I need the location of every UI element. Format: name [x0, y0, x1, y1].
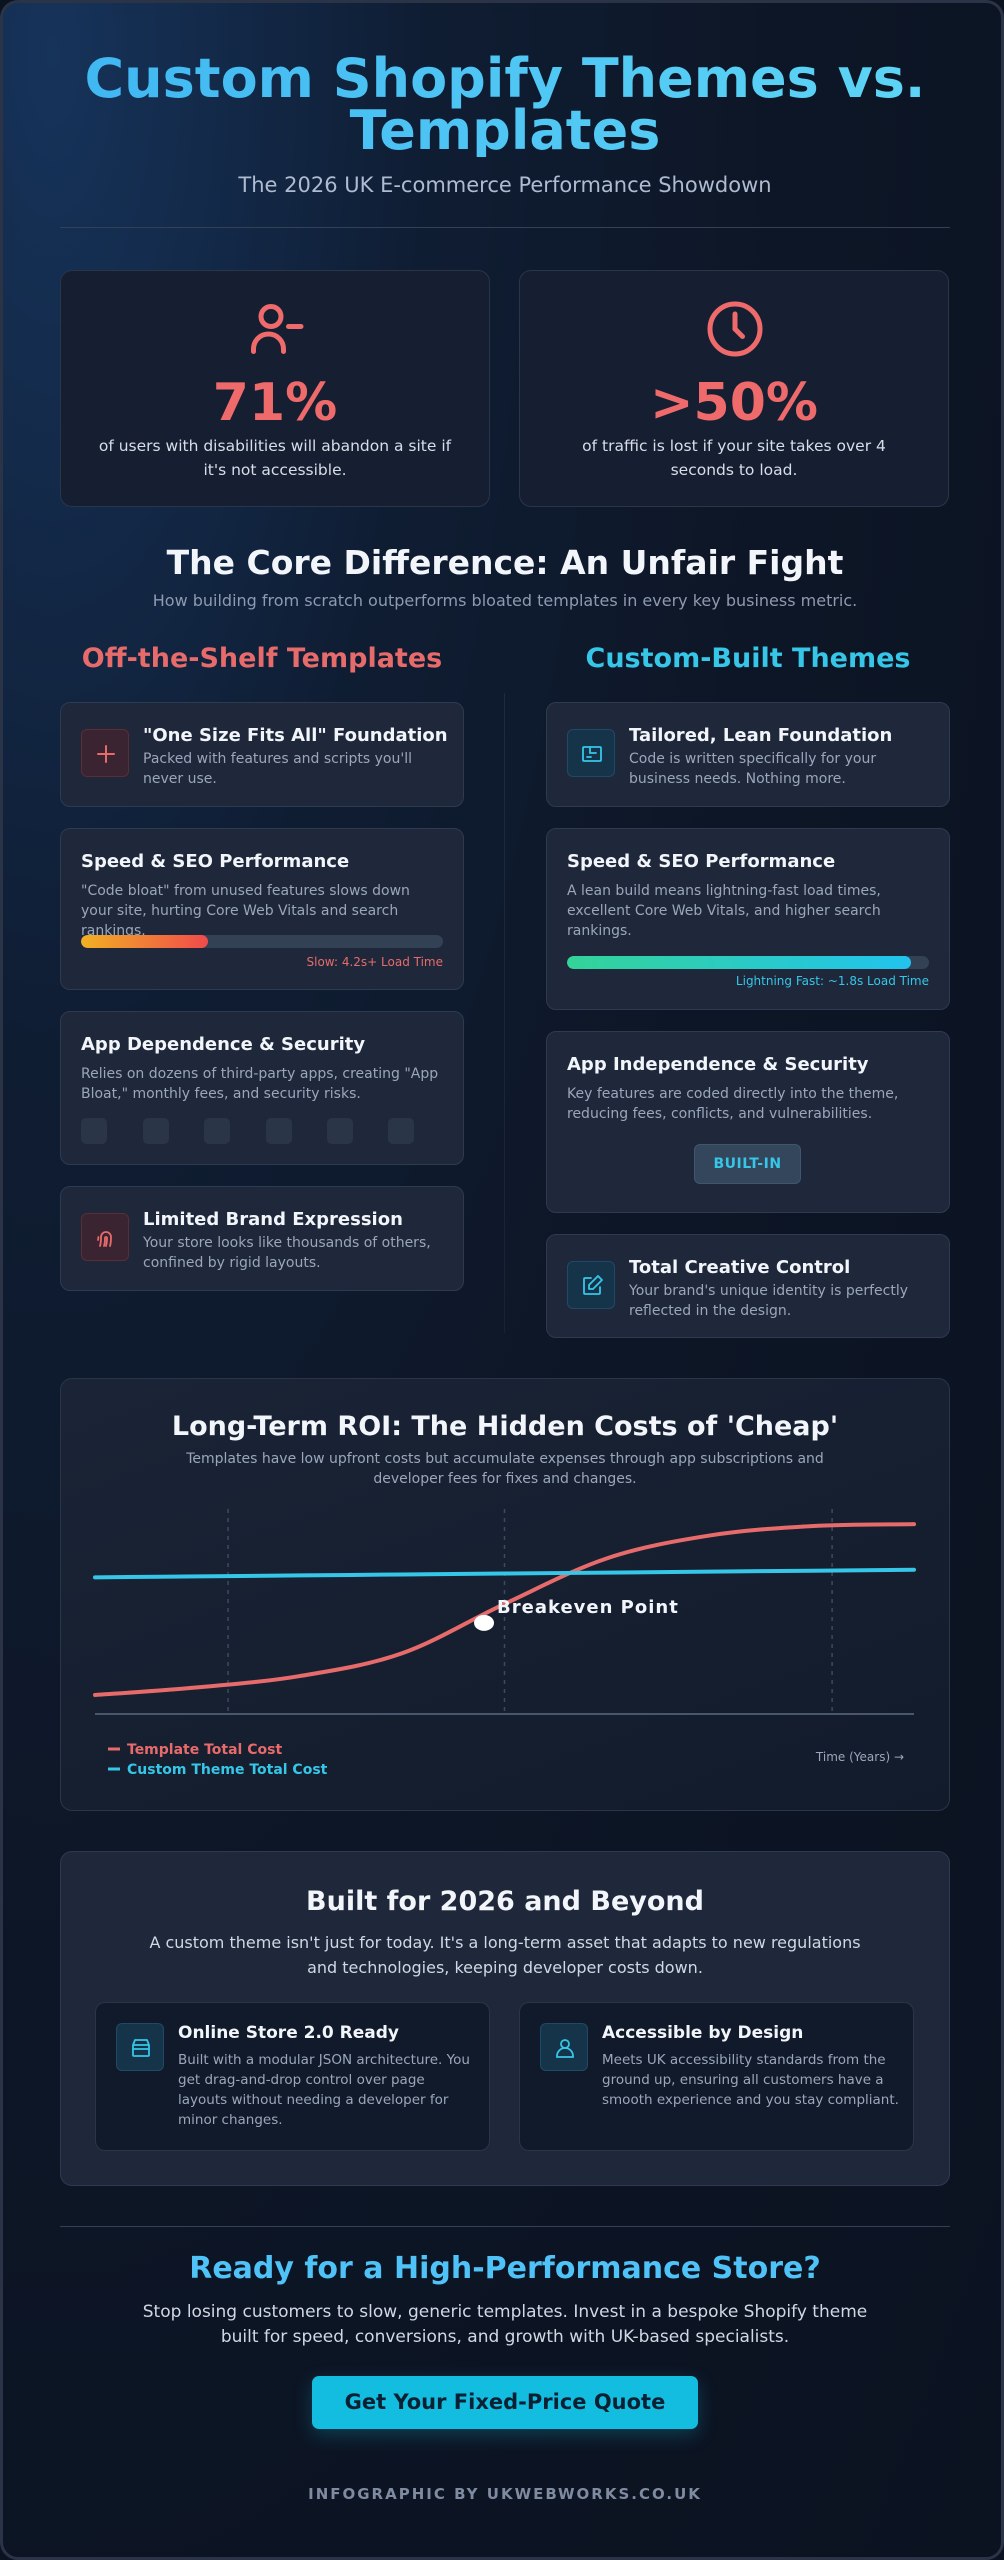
fingerprint-icon	[97, 1231, 112, 1247]
speed-bar-custom	[567, 956, 929, 969]
roi-line-chart: Breakeven Point Template Total Cost Custom…	[93, 1509, 916, 1778]
card-title: Speed & SEO Performance	[567, 851, 836, 872]
app-icon-placeholder	[266, 1118, 292, 1144]
cta-desc: Stop losing customers to slow, generic t…	[142, 2302, 868, 2347]
card-desc: Built with a modular JSON architecture. …	[178, 2052, 470, 2128]
breakeven-point-label: Breakeven Point	[497, 1597, 679, 1618]
speed-bar-template	[81, 935, 443, 948]
stat-card-load-time: >50% of traffic is lost if your site tak…	[519, 270, 949, 507]
divider-bottom	[60, 2226, 950, 2227]
chart-subtitle: Templates have low upfront costs but acc…	[186, 1451, 824, 1487]
foundation-icon-box	[567, 729, 615, 777]
built-in-badge: BUILT-IN	[694, 1144, 801, 1184]
card-desc: Code is written specifically for your bu…	[629, 751, 877, 787]
card-title: Tailored, Lean Foundation	[629, 725, 893, 746]
user-icon	[556, 2039, 574, 2058]
stat-value: 71%	[212, 373, 338, 433]
get-quote-button[interactable]: Get Your Fixed-Price Quote	[312, 2376, 698, 2429]
future-title: Built for 2026 and Beyond	[306, 1886, 704, 1917]
speed-bar-label: Slow: 4.2s+ Load Time	[306, 955, 443, 969]
card-title: Total Creative Control	[629, 1257, 851, 1278]
template-card-apps: App Dependence & Security Relies on doze…	[60, 1011, 464, 1165]
column-heading-custom: Custom-Built Themes	[585, 643, 911, 674]
app-icon-placeholder	[81, 1118, 107, 1144]
card-desc: Your store looks like thousands of other…	[143, 1235, 431, 1271]
legend-label: Template Total Cost	[127, 1742, 282, 1758]
app-icon-placeholder	[143, 1118, 169, 1144]
future-desc: A custom theme isn't just for today. It'…	[149, 1933, 861, 1977]
custom-card-creative: Total Creative Control Your brand's uniq…	[546, 1234, 950, 1338]
speed-bar-fill	[567, 956, 911, 969]
stat-card-accessibility: 71% of users with disabilities will aban…	[60, 270, 490, 507]
roi-chart-panel: Long-Term ROI: The Hidden Costs of 'Chea…	[60, 1378, 950, 1811]
future-panel: Built for 2026 and Beyond A custom theme…	[60, 1851, 950, 2186]
template-cost-line	[93, 1522, 916, 1698]
edit-icon-box	[567, 1261, 615, 1309]
x-axis-label: Time (Years) →	[815, 1750, 904, 1764]
app-icon-placeholder	[327, 1118, 353, 1144]
title-line-1: Custom Shopify Themes vs.	[84, 47, 926, 110]
template-card-speed: Speed & SEO Performance "Code bloat" fro…	[60, 828, 464, 990]
stat-text: of users with disabilities will abandon …	[98, 437, 452, 479]
column-heading-templates: Off-the-Shelf Templates	[81, 643, 443, 674]
fingerprint-icon-box	[81, 1213, 129, 1261]
card-title: Accessible by Design	[602, 2023, 804, 2043]
cta-title: Ready for a High-Performance Store?	[189, 2251, 821, 2286]
card-desc: Meets UK accessibility standards from th…	[602, 2052, 899, 2108]
plus-icon-box	[81, 729, 129, 777]
column-divider	[504, 693, 505, 1333]
speed-bar-label: Lightning Fast: ~1.8s Load Time	[735, 974, 929, 988]
legend-label: Custom Theme Total Cost	[127, 1762, 328, 1778]
foundation-icon	[582, 746, 602, 762]
card-desc: Key features are coded directly into the…	[567, 1086, 899, 1122]
card-title: "One Size Fits All" Foundation	[143, 725, 448, 746]
edit-icon	[583, 1275, 603, 1295]
card-desc: Packed with features and scripts you'll …	[143, 751, 412, 787]
future-card-store: Online Store 2.0 Ready Built with a modu…	[95, 2002, 490, 2151]
title-line-2: Templates	[349, 99, 661, 162]
stat-value: >50%	[649, 373, 819, 433]
page-title: Custom Shopify Themes vs. Templates	[43, 53, 967, 157]
divider-top	[60, 227, 950, 228]
store-icon-box	[116, 2023, 164, 2071]
template-card-brand: Limited Brand Expression Your store look…	[60, 1186, 464, 1291]
template-card-foundation: "One Size Fits All" Foundation Packed wi…	[60, 702, 464, 807]
card-title: App Dependence & Security	[81, 1034, 366, 1055]
card-title: Limited Brand Expression	[143, 1209, 403, 1230]
card-title: Speed & SEO Performance	[81, 851, 350, 872]
card-desc: "Code bloat" from unused features slows …	[81, 883, 410, 939]
custom-card-apps: App Independence & Security Key features…	[546, 1031, 950, 1213]
page-subtitle: The 2026 UK E-commerce Performance Showd…	[238, 173, 772, 197]
stat-text: of traffic is lost if your site takes ov…	[582, 437, 886, 479]
card-desc: A lean build means lightning-fast load t…	[567, 883, 881, 939]
user-icon-box	[540, 2023, 588, 2071]
footer-credit: INFOGRAPHIC BY UKWEBWORKS.CO.UK	[308, 2485, 702, 2503]
future-card-accessible: Accessible by Design Meets UK accessibil…	[519, 2002, 914, 2151]
breakeven-point-marker	[474, 1614, 495, 1631]
card-title: Online Store 2.0 Ready	[178, 2023, 400, 2043]
chart-title: Long-Term ROI: The Hidden Costs of 'Chea…	[171, 1411, 839, 1442]
app-icon-placeholder	[388, 1118, 414, 1144]
clock-icon	[707, 301, 763, 357]
custom-card-speed: Speed & SEO Performance A lean build mea…	[546, 828, 950, 1010]
card-title: App Independence & Security	[567, 1054, 869, 1075]
app-icon-placeholder	[204, 1118, 230, 1144]
custom-card-foundation: Tailored, Lean Foundation Code is writte…	[546, 702, 950, 807]
user-minus-icon	[251, 304, 304, 354]
card-desc: Your brand's unique identity is perfectl…	[629, 1283, 909, 1319]
custom-cost-line	[93, 1567, 916, 1580]
section-title-core: The Core Difference: An Unfair Fight	[166, 543, 844, 582]
plus-icon	[97, 745, 115, 763]
section-subtitle-core: How building from scratch outperforms bl…	[152, 591, 858, 610]
card-desc: Relies on dozens of third-party apps, cr…	[81, 1066, 439, 1102]
store-icon	[132, 2039, 150, 2057]
speed-bar-fill	[81, 935, 208, 948]
